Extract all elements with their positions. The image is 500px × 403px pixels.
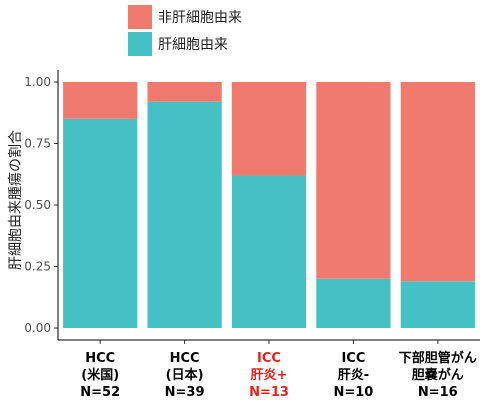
y-tick-label: 1.00	[24, 75, 51, 89]
bar-segment	[231, 175, 307, 328]
x-tick-label: N=39	[165, 385, 205, 400]
y-axis: 0.00 0.25 0.50 0.75 1.00	[24, 75, 58, 335]
x-tick-label: 胆嚢がん	[412, 367, 464, 383]
legend-label: 肝細胞由来	[158, 37, 228, 53]
bar-segment	[63, 82, 138, 119]
x-tick-label: 下部胆管がん	[399, 350, 477, 366]
legend-label: 非肝細胞由来	[158, 10, 242, 26]
x-tick-label: 肝炎+	[251, 367, 288, 383]
x-tick-label: ICC	[257, 351, 281, 366]
x-tick-label: N=13	[249, 385, 289, 400]
legend-swatch	[128, 32, 152, 56]
x-tick-label: N=10	[333, 385, 373, 400]
x-tick-label: N=52	[80, 385, 120, 400]
legend-swatch	[128, 5, 152, 29]
x-tick-label: (日本)	[166, 367, 204, 383]
bar-segment	[316, 278, 391, 328]
y-tick-label: 0.75	[24, 137, 51, 151]
x-tick-label: (米国)	[81, 367, 119, 383]
bar-segment	[147, 82, 222, 102]
x-tick-label: N=16	[418, 385, 458, 400]
x-axis: HCC(米国)N=52HCC(日本)N=39ICC肝炎+N=13ICC肝炎-N=…	[80, 340, 477, 400]
x-tick-label: ICC	[341, 351, 365, 366]
y-tick-label: 0.25	[24, 260, 51, 274]
x-tick-label: 肝炎-	[338, 367, 369, 383]
y-tick-label: 0.00	[24, 321, 51, 335]
bar-segment	[147, 101, 222, 329]
x-tick-label: HCC	[85, 351, 115, 366]
bar-segment	[316, 82, 391, 279]
bar-segment	[63, 118, 138, 329]
y-tick-label: 0.50	[24, 198, 51, 212]
x-tick-label: HCC	[170, 351, 200, 366]
bars	[63, 82, 475, 329]
bar-segment	[400, 281, 475, 328]
y-axis-label: 肝細胞由来腫瘍の割合	[7, 130, 24, 270]
bar-segment	[231, 82, 307, 176]
bar-segment	[400, 82, 475, 282]
